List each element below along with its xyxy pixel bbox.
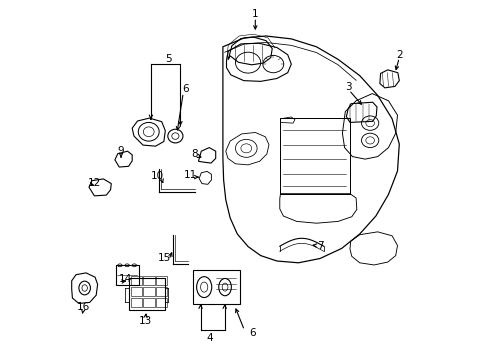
Text: 9: 9 [118, 146, 124, 156]
Text: 11: 11 [183, 170, 196, 180]
Text: 16: 16 [77, 302, 90, 312]
Text: 6: 6 [249, 328, 256, 338]
Text: 4: 4 [206, 333, 212, 343]
Text: 14: 14 [118, 274, 131, 284]
Text: 8: 8 [190, 149, 197, 159]
Text: 5: 5 [165, 54, 172, 64]
Text: 2: 2 [395, 50, 402, 60]
Text: 15: 15 [158, 253, 171, 264]
Text: 13: 13 [139, 316, 152, 326]
Text: 1: 1 [251, 9, 258, 19]
Text: 6: 6 [182, 84, 188, 94]
Text: 7: 7 [316, 240, 323, 251]
Text: 3: 3 [345, 82, 351, 92]
Text: 10: 10 [150, 171, 163, 181]
Text: 12: 12 [87, 178, 101, 188]
